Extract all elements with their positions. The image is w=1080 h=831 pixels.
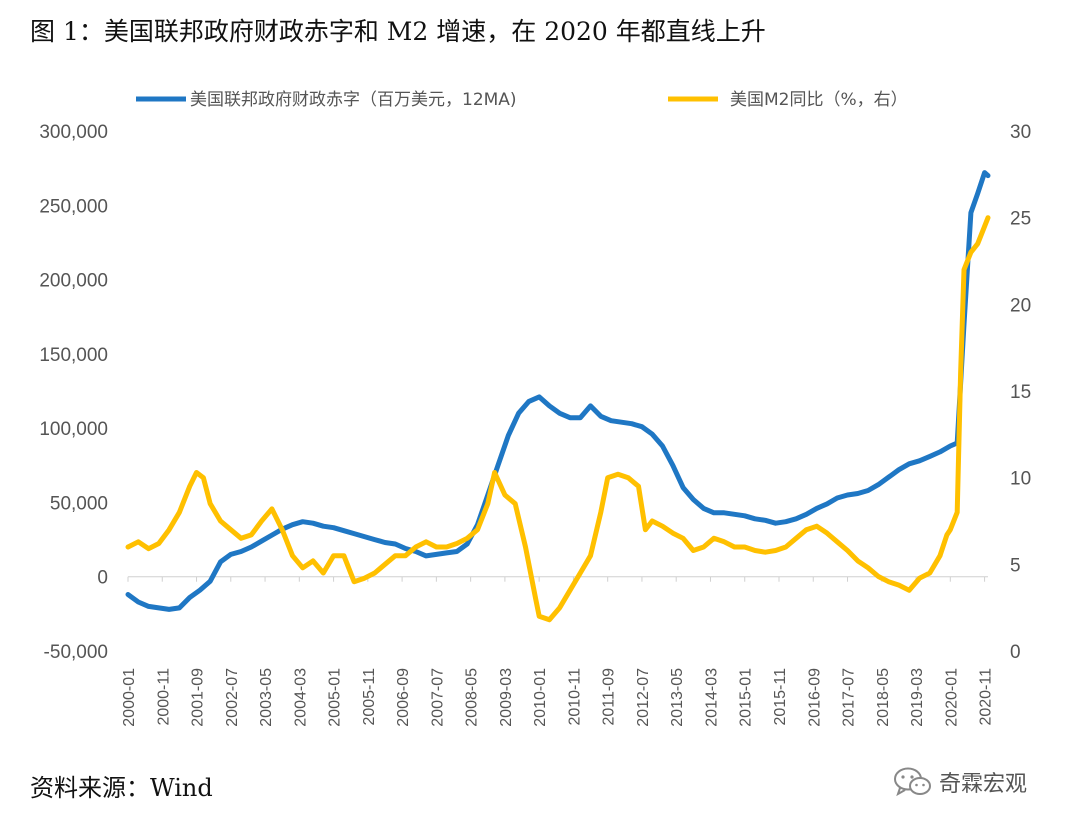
x-tick-label: 2018-05 — [875, 668, 892, 727]
y-right-tick-label: 25 — [1010, 209, 1031, 230]
x-tick-label: 2008-05 — [464, 668, 481, 727]
y-right-tick-label: 30 — [1010, 122, 1031, 143]
source-note: 资料来源：Wind — [30, 774, 213, 802]
x-tick-label: 2005-11 — [361, 668, 378, 726]
y-right-tick-label: 5 — [1010, 555, 1021, 576]
series-line-deficit — [125, 170, 991, 612]
y-left-tick-label: 250,000 — [39, 196, 108, 217]
y-right-tick-label: 15 — [1010, 382, 1031, 403]
x-tick-label: 2004-03 — [292, 668, 309, 727]
x-tick-label: 2003-05 — [258, 668, 275, 727]
x-tick-label: 2009-03 — [498, 668, 515, 727]
y-right-tick-label: 20 — [1010, 295, 1031, 316]
x-tick-label: 2017-07 — [841, 668, 858, 727]
x-tick-label: 2015-01 — [738, 668, 755, 727]
x-tick-label: 2001-09 — [190, 668, 207, 727]
y-left-tick-label: 100,000 — [39, 419, 108, 440]
brand-watermark: 奇霖宏观 — [893, 766, 1027, 798]
legend-label-m2: 美国M2同比（%，右） — [730, 90, 908, 110]
x-tick-label: 2015-11 — [772, 668, 789, 726]
y-left-tick-label: 300,000 — [39, 122, 108, 143]
y-left-tick-label: 200,000 — [39, 271, 108, 292]
y-left-tick-label: -50,000 — [44, 642, 108, 663]
x-tick-label: 2007-07 — [429, 668, 446, 727]
y-left-tick-label: 0 — [97, 568, 108, 589]
y-left-tick-label: 150,000 — [39, 345, 108, 366]
x-tick-label: 2012-07 — [635, 668, 652, 727]
x-tick-label: 2020-11 — [978, 668, 995, 726]
x-tick-label: 2013-05 — [669, 668, 686, 727]
y-right-tick-label: 10 — [1010, 469, 1031, 490]
x-tick-label: 2010-11 — [566, 668, 583, 726]
x-tick-label: 2006-09 — [395, 668, 412, 727]
series-line-m2 — [125, 215, 991, 623]
x-tick-label: 2016-09 — [806, 668, 823, 727]
y-left-tick-label: 50,000 — [50, 493, 108, 514]
figure-title: 图 1：美国联邦政府财政赤字和 M2 增速，在 2020 年都直线上升 — [30, 17, 766, 46]
x-tick-label: 2010-01 — [532, 668, 549, 727]
x-tick-label: 2000-01 — [121, 668, 138, 727]
legend-label-deficit: 美国联邦政府财政赤字（百万美元，12MA) — [190, 90, 517, 110]
x-tick-label: 2005-01 — [327, 668, 344, 727]
wechat-icon — [894, 767, 931, 797]
x-tick-label: 2019-03 — [909, 668, 926, 727]
x-tick-label: 2014-03 — [703, 668, 720, 727]
y-right-tick-label: 0 — [1010, 642, 1021, 663]
x-tick-label: 2000-11 — [155, 668, 172, 726]
x-tick-label: 2020-01 — [943, 668, 960, 727]
chart-area: -50,000 0 50,000 100,000 150,000 200,000 250,0… — [39, 90, 1031, 727]
brand-name: 奇霖宏观 — [939, 772, 1028, 797]
x-tick-label: 2011-09 — [601, 668, 618, 726]
x-tick-label: 2002-07 — [224, 668, 241, 727]
